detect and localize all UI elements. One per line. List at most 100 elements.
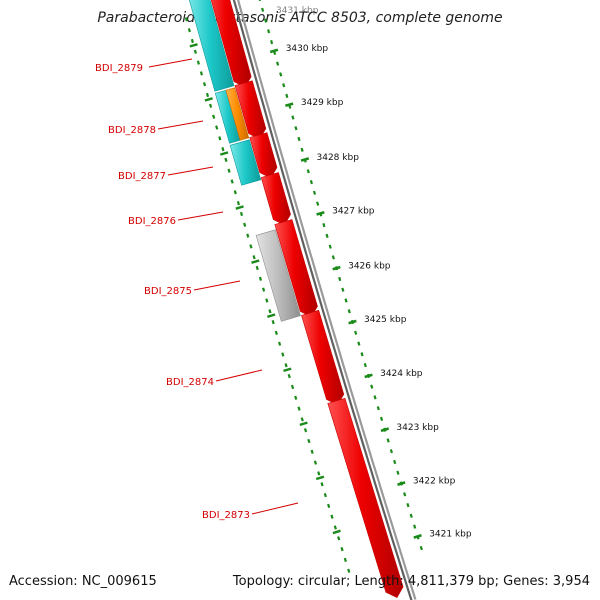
gene-label[interactable]: BDI_2877 xyxy=(118,171,166,182)
outer-minor-tick xyxy=(347,309,351,314)
outer-minor-tick xyxy=(419,545,423,551)
outer-minor-tick xyxy=(328,244,332,249)
gene-label-leader xyxy=(193,280,241,291)
outer-minor-tick xyxy=(306,169,310,174)
top-kbp-label: 3431 kbp xyxy=(276,6,319,16)
outer-minor-tick xyxy=(325,233,329,239)
outer-minor-tick xyxy=(386,438,390,443)
inner-minor-tick xyxy=(340,546,344,552)
kbp-major-tick xyxy=(348,319,357,325)
inner-minor-tick xyxy=(233,190,237,195)
gene-label[interactable]: BDI_2879 xyxy=(95,63,143,74)
forward-gene-arrow[interactable] xyxy=(260,172,291,226)
outer-minor-tick xyxy=(370,384,374,389)
inner-minor-tick xyxy=(224,157,228,163)
outer-minor-tick xyxy=(322,223,326,228)
kbp-major-tick xyxy=(364,373,373,379)
inner-minor-tick xyxy=(258,276,263,281)
outer-minor-tick xyxy=(360,352,364,357)
inner-major-tick xyxy=(235,205,244,210)
outer-minor-tick xyxy=(294,126,298,131)
reverse-gene-block[interactable] xyxy=(229,139,262,186)
inner-minor-tick xyxy=(227,168,231,173)
outer-minor-tick xyxy=(376,406,380,411)
kbp-major-tick xyxy=(269,48,279,54)
gene-label[interactable]: BDI_2876 xyxy=(128,216,176,227)
outer-minor-tick xyxy=(373,395,377,400)
inner-minor-tick xyxy=(313,460,318,465)
outer-minor-tick xyxy=(258,0,262,2)
inner-minor-tick xyxy=(236,201,240,206)
inner-minor-tick xyxy=(323,492,327,498)
inner-minor-tick xyxy=(303,428,308,433)
inner-minor-tick xyxy=(307,438,311,444)
outer-minor-tick xyxy=(344,298,348,303)
inner-minor-tick xyxy=(271,319,275,325)
inner-minor-tick xyxy=(317,471,321,476)
gene-label[interactable]: BDI_2874 xyxy=(166,377,214,388)
genome-backbone xyxy=(232,0,413,600)
outer-minor-tick xyxy=(406,502,410,508)
outer-minor-tick xyxy=(276,61,280,66)
inner-minor-tick xyxy=(255,265,259,271)
kbp-major-tick xyxy=(332,265,341,271)
reverse-gene-block[interactable] xyxy=(187,0,235,92)
inner-minor-tick xyxy=(221,147,225,152)
inner-minor-tick xyxy=(209,103,213,108)
outer-minor-tick xyxy=(261,7,265,12)
kbp-major-tick xyxy=(413,533,422,539)
topology-text: Topology: circular; Length: 4,811,379 bp… xyxy=(232,574,590,589)
inner-minor-tick xyxy=(284,363,288,368)
kbp-label: 3430 kbp xyxy=(286,44,329,54)
gene-label[interactable]: BDI_2873 xyxy=(202,510,250,521)
inner-minor-tick xyxy=(287,373,291,379)
kbp-label: 3429 kbp xyxy=(301,98,344,108)
kbp-label: 3426 kbp xyxy=(348,261,391,271)
inner-major-tick xyxy=(332,529,341,535)
gene-label-leader xyxy=(157,120,204,130)
inner-minor-tick xyxy=(215,125,219,130)
reverse-gene-block[interactable] xyxy=(225,87,250,141)
outer-minor-tick xyxy=(285,93,289,98)
genome-backbone xyxy=(236,0,417,600)
inner-major-tick xyxy=(189,43,198,48)
outer-minor-tick xyxy=(389,449,393,454)
inner-major-tick xyxy=(219,151,229,156)
gene-label[interactable]: BDI_2878 xyxy=(108,125,156,136)
inner-minor-tick xyxy=(333,525,337,530)
forward-gene-arrow[interactable] xyxy=(327,397,404,598)
inner-minor-tick xyxy=(199,71,204,76)
inner-minor-tick xyxy=(327,503,331,509)
inner-minor-tick xyxy=(243,222,247,227)
forward-gene-arrow[interactable] xyxy=(249,132,278,179)
kbp-label: 3428 kbp xyxy=(317,153,360,163)
inner-minor-tick xyxy=(300,417,304,422)
outer-minor-tick xyxy=(297,136,301,142)
outer-minor-tick xyxy=(403,492,407,497)
gene-label-leader xyxy=(215,369,263,382)
inner-minor-tick xyxy=(297,406,301,411)
outer-minor-tick xyxy=(409,513,413,518)
gene-label[interactable]: BDI_2875 xyxy=(144,286,192,297)
gene-label-leader xyxy=(148,58,193,68)
inner-minor-tick xyxy=(290,384,295,390)
outer-minor-tick xyxy=(279,72,283,77)
outer-minor-tick xyxy=(267,29,271,34)
inner-minor-tick xyxy=(249,244,253,249)
outer-minor-tick xyxy=(309,180,313,185)
inner-minor-tick xyxy=(239,211,244,217)
inner-major-tick xyxy=(283,367,292,373)
kbp-major-tick xyxy=(316,210,325,216)
inner-minor-tick xyxy=(320,482,324,487)
outer-minor-tick xyxy=(312,190,317,195)
outer-minor-tick xyxy=(291,115,295,120)
outer-minor-tick xyxy=(338,276,342,282)
outer-minor-tick xyxy=(264,18,268,23)
reverse-gene-block[interactable] xyxy=(255,229,301,322)
inner-minor-tick xyxy=(252,255,256,260)
outer-minor-tick xyxy=(379,416,384,422)
inner-minor-tick xyxy=(205,92,210,98)
gene-label-leader xyxy=(177,211,224,221)
outer-minor-tick xyxy=(363,363,367,368)
inner-minor-tick xyxy=(202,82,207,87)
